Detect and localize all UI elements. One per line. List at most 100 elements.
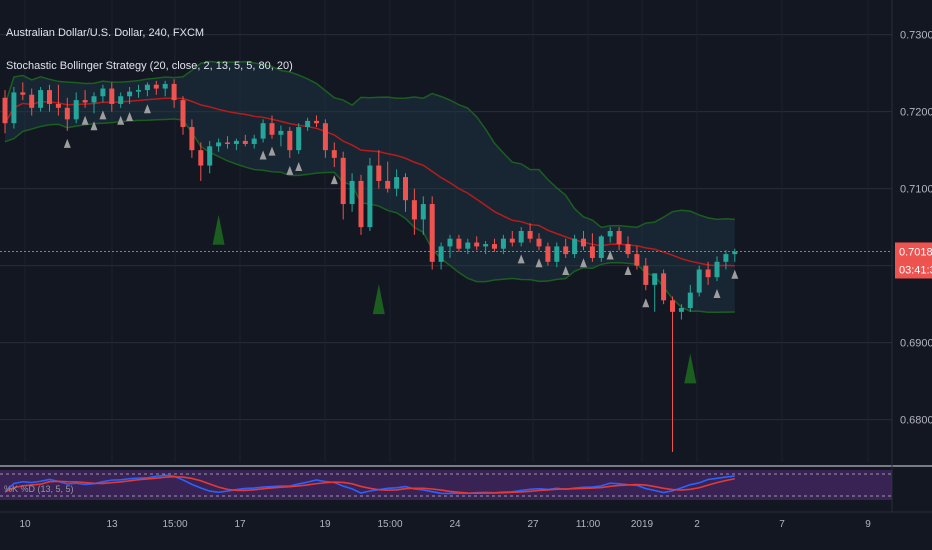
time-tick-label: 13	[106, 519, 118, 530]
candle-body	[527, 231, 533, 239]
candle-body	[367, 165, 373, 228]
buy-signal-marker	[212, 214, 225, 245]
candle-body	[331, 150, 337, 158]
candle-body	[581, 238, 586, 247]
candle-body	[500, 238, 506, 249]
candle-body	[287, 130, 293, 151]
signal-marker	[330, 175, 338, 185]
buy-signal-marker	[684, 353, 697, 384]
candle-body	[118, 96, 124, 104]
candle-body	[305, 120, 311, 128]
signal-marker	[713, 289, 721, 299]
time-tick-label: 15:00	[377, 519, 402, 530]
candle-body	[385, 180, 391, 189]
time-tick-label: 2019	[631, 519, 654, 530]
candle-body	[616, 231, 622, 245]
candle-body	[180, 100, 186, 128]
candle-body	[251, 138, 257, 144]
candle-body	[661, 273, 667, 301]
candle-body	[73, 100, 79, 120]
candle-body	[109, 88, 115, 104]
candle-body	[607, 231, 613, 237]
candle-body	[403, 177, 408, 201]
signal-marker	[731, 269, 739, 279]
candle-body	[144, 84, 150, 91]
oscillator-legend: %K %D (13, 5, 5)	[4, 484, 74, 494]
candle-body	[492, 244, 497, 249]
signal-marker	[580, 258, 587, 268]
candle-body	[483, 244, 489, 247]
time-tick-label: 7	[779, 519, 785, 530]
candle-body	[572, 238, 578, 255]
signal-marker	[562, 265, 570, 275]
candle-body	[64, 107, 70, 120]
signal-marker	[286, 165, 294, 175]
candle-body	[11, 92, 17, 124]
stoch-k-line	[4, 474, 735, 495]
signal-marker	[143, 104, 151, 114]
candle-body	[47, 90, 52, 104]
candle-body	[465, 242, 471, 249]
candle-body	[242, 140, 248, 144]
candle-body	[296, 127, 302, 151]
candle-body	[447, 238, 453, 247]
candle-body	[260, 123, 266, 139]
candle-body	[127, 91, 133, 97]
candle-body	[136, 90, 141, 92]
candle-body	[732, 251, 738, 255]
candle-body	[420, 204, 426, 220]
candle-body	[189, 127, 195, 151]
symbol-legend: Australian Dollar/U.S. Dollar, 240, FXCM	[6, 27, 205, 39]
candle-body	[171, 83, 177, 101]
signal-marker	[624, 265, 632, 275]
candle-body	[2, 97, 8, 124]
candle-body	[376, 165, 382, 181]
candle-body	[670, 300, 675, 312]
candle-body	[29, 94, 35, 108]
candle-body	[278, 130, 284, 135]
candle-body	[91, 96, 97, 103]
candle-body	[563, 246, 569, 255]
candle-body	[625, 244, 631, 255]
signal-marker	[295, 162, 303, 171]
candle-body	[554, 246, 560, 262]
bollinger-basis-line	[4, 97, 735, 267]
time-tick-label: 15:00	[162, 519, 187, 530]
candle-body	[474, 242, 480, 247]
time-tick-label: 2	[694, 519, 700, 530]
candle-body	[438, 246, 444, 262]
candle-body	[216, 142, 222, 147]
candle-body	[153, 84, 159, 89]
signal-marker	[517, 254, 525, 264]
candle-body	[207, 146, 213, 166]
signal-marker	[117, 115, 125, 125]
candle-body	[723, 254, 729, 262]
signal-marker	[81, 115, 89, 125]
signal-marker	[259, 150, 267, 160]
candle-body	[100, 88, 106, 97]
candle-body	[429, 204, 435, 262]
current-price-badge	[895, 242, 932, 261]
candle-body	[198, 150, 204, 166]
current-price-label: 0.70184	[899, 246, 932, 258]
countdown-badge	[895, 260, 932, 279]
candle-body	[456, 238, 462, 249]
signal-marker	[126, 111, 134, 121]
candle-body	[545, 246, 551, 262]
signal-marker	[268, 146, 276, 156]
candle-body	[714, 261, 720, 278]
candle-body	[652, 273, 658, 285]
candle-body	[678, 308, 684, 312]
candle-body	[411, 200, 417, 220]
candle-body	[322, 123, 328, 151]
candle-body	[634, 254, 640, 266]
candle-body	[38, 90, 44, 108]
